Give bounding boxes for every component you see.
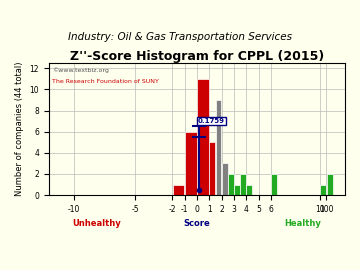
- Text: Score: Score: [184, 219, 210, 228]
- Bar: [320, 184, 326, 195]
- Bar: [234, 184, 240, 195]
- Bar: [172, 184, 184, 195]
- Bar: [210, 142, 215, 195]
- Text: ©www.textbiz.org: ©www.textbiz.org: [52, 67, 109, 73]
- Bar: [271, 174, 277, 195]
- Bar: [216, 100, 221, 195]
- Y-axis label: Number of companies (44 total): Number of companies (44 total): [15, 62, 24, 196]
- Bar: [185, 132, 197, 195]
- Bar: [240, 174, 246, 195]
- Text: 0.1759: 0.1759: [198, 118, 225, 124]
- Text: Unhealthy: Unhealthy: [73, 219, 121, 228]
- Text: The Research Foundation of SUNY: The Research Foundation of SUNY: [52, 79, 159, 84]
- Bar: [327, 174, 333, 195]
- Bar: [222, 163, 228, 195]
- Text: Healthy: Healthy: [284, 219, 321, 228]
- Text: Industry: Oil & Gas Transportation Services: Industry: Oil & Gas Transportation Servi…: [68, 32, 292, 42]
- Bar: [247, 184, 252, 195]
- Bar: [197, 79, 209, 195]
- Title: Z''-Score Histogram for CPPL (2015): Z''-Score Histogram for CPPL (2015): [70, 50, 324, 63]
- Bar: [228, 174, 234, 195]
